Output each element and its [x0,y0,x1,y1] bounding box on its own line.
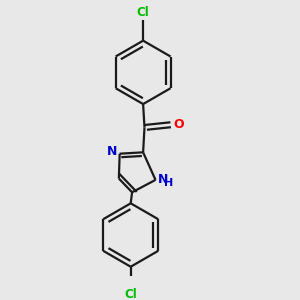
Text: O: O [173,118,184,131]
Text: Cl: Cl [124,288,137,300]
Text: Cl: Cl [137,6,149,19]
Text: N: N [158,173,169,186]
Text: H: H [164,178,174,188]
Text: N: N [106,145,117,158]
